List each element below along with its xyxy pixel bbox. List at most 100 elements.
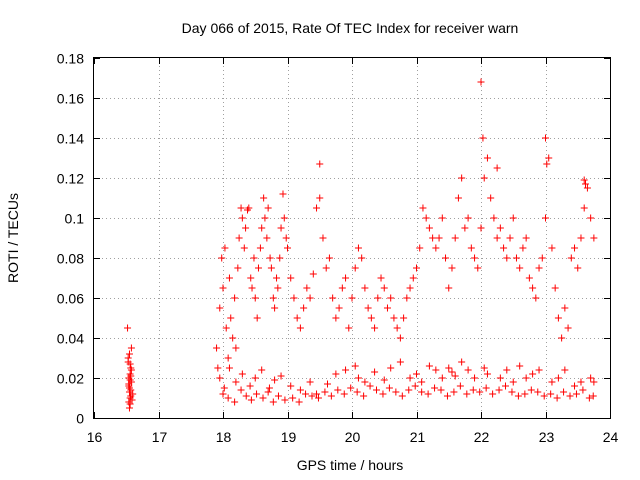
data-point (489, 390, 497, 398)
data-point (232, 344, 240, 352)
plot-frame (93, 57, 611, 419)
x-tick-labels: 16 17 18 19 20 21 22 23 24 (87, 429, 619, 445)
x-tick-label: 21 (410, 429, 426, 445)
data-point (260, 194, 268, 202)
data-point (542, 134, 549, 142)
data-point (385, 384, 393, 392)
data-point (516, 264, 524, 272)
data-point (527, 386, 535, 394)
data-point (396, 358, 404, 366)
data-point (413, 370, 420, 378)
data-point (445, 284, 453, 292)
data-point (242, 392, 250, 400)
data-point (560, 388, 568, 396)
data-point (551, 284, 559, 292)
data-point (585, 394, 593, 402)
data-point (438, 214, 446, 222)
data-point (354, 374, 362, 382)
data-point (548, 244, 556, 252)
data-point (216, 304, 224, 312)
data-point (509, 378, 517, 386)
data-point (348, 294, 356, 302)
data-point (321, 388, 329, 396)
data-point (338, 284, 346, 292)
y-tick-label: 0.18 (57, 51, 84, 67)
data-point (295, 398, 303, 406)
data-point (543, 160, 551, 168)
data-point (387, 364, 395, 372)
data-point (238, 214, 246, 222)
data-point (231, 398, 239, 406)
data-point (289, 394, 297, 402)
data-point (269, 294, 277, 302)
data-point (512, 254, 520, 262)
data-point (256, 244, 264, 252)
data-point (561, 304, 569, 312)
data-point (387, 294, 395, 302)
data-point (432, 244, 440, 252)
data-point (293, 314, 301, 322)
data-point (483, 370, 491, 378)
data-point (322, 264, 330, 272)
data-point (487, 194, 495, 202)
data-point (454, 194, 462, 202)
data-point (279, 190, 287, 198)
data-point (467, 244, 475, 252)
data-point (561, 366, 569, 374)
y-tick-label: 0.12 (57, 171, 84, 187)
data-point (567, 254, 575, 262)
data-point (493, 234, 501, 242)
data-point (327, 392, 335, 400)
data-point (495, 386, 503, 394)
data-point (429, 234, 437, 242)
data-point (380, 376, 388, 384)
data-point (577, 234, 585, 242)
data-point (464, 214, 472, 222)
data-point (240, 244, 248, 252)
data-point (347, 384, 355, 392)
data-point (127, 372, 135, 380)
x-tick-label: 24 (603, 429, 619, 445)
data-point (127, 392, 135, 400)
data-point (392, 388, 400, 396)
data-point (258, 366, 266, 374)
data-point (450, 388, 458, 396)
data-point (258, 224, 266, 232)
data-point (224, 394, 232, 402)
data-point (267, 264, 275, 272)
data-point (351, 362, 359, 370)
data-point (538, 254, 546, 262)
data-point (496, 224, 504, 232)
data-point (463, 390, 471, 398)
data-point (482, 384, 490, 392)
data-point (509, 214, 517, 222)
data-point (254, 264, 262, 272)
data-point (469, 386, 477, 394)
data-point (303, 284, 311, 292)
data-point (547, 390, 555, 398)
data-point (425, 362, 433, 370)
data-point (535, 264, 543, 272)
x-tick-label: 17 (152, 429, 168, 445)
data-point (403, 294, 411, 302)
data-point (237, 386, 245, 394)
data-point (364, 304, 372, 312)
data-point (519, 244, 527, 252)
data-point (554, 314, 562, 322)
y-tick-label: 0.02 (57, 371, 84, 387)
data-point (451, 234, 459, 242)
data-point (216, 374, 224, 382)
data-point (425, 224, 433, 232)
data-point (213, 344, 221, 352)
data-point (253, 390, 261, 398)
data-point (126, 400, 134, 408)
y-tick-label: 0.04 (57, 331, 84, 347)
data-point (471, 254, 479, 262)
data-point (308, 392, 316, 400)
data-point (477, 78, 485, 86)
data-point (271, 376, 279, 384)
data-point (361, 378, 369, 386)
y-tick-label: 0.06 (57, 291, 84, 307)
x-tick-label: 22 (474, 429, 490, 445)
y-tick-label: 0.1 (65, 211, 85, 227)
